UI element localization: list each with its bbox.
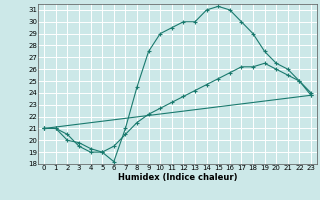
X-axis label: Humidex (Indice chaleur): Humidex (Indice chaleur) [118, 173, 237, 182]
